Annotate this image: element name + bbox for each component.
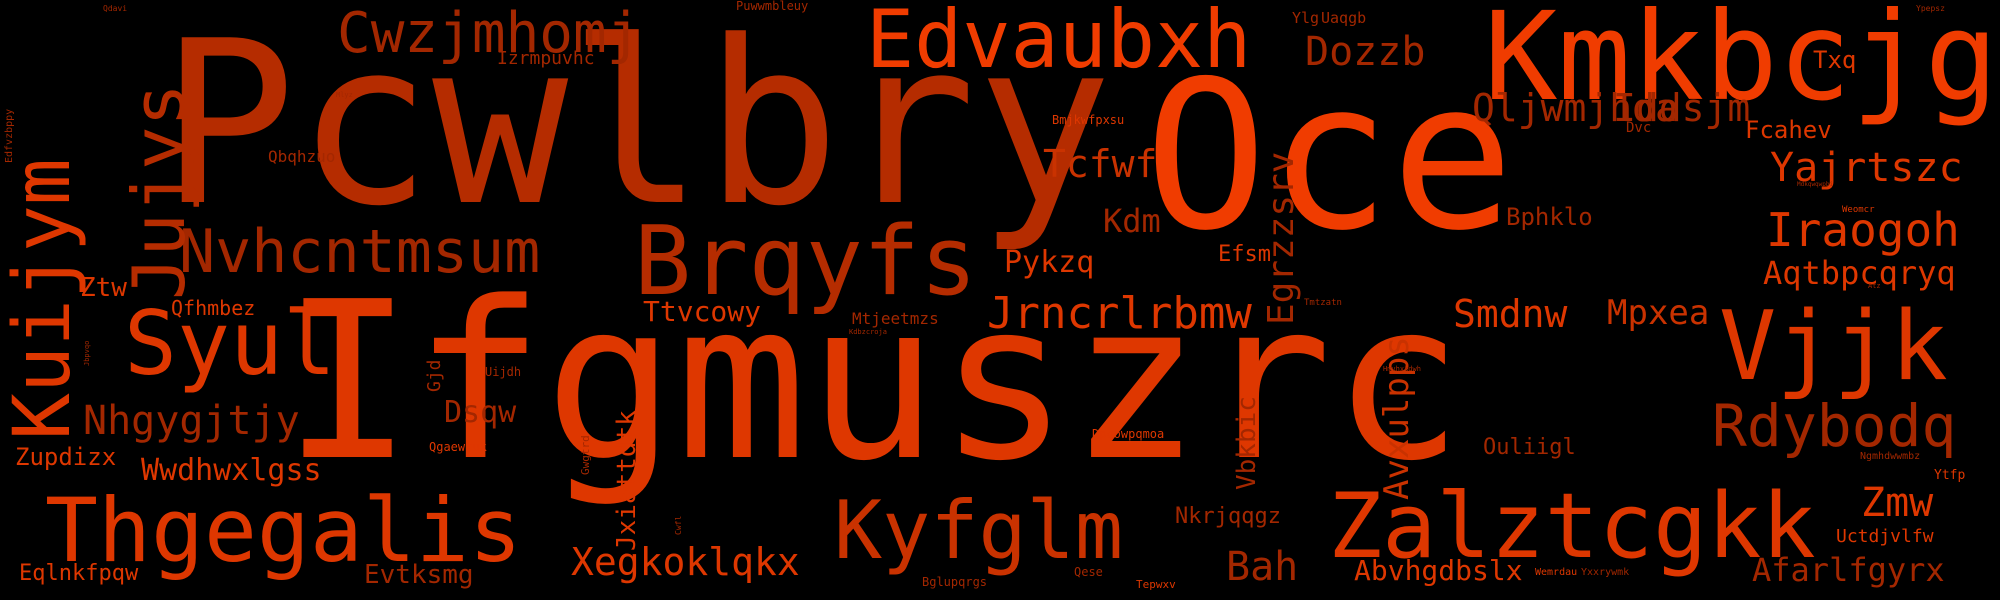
word: Qfhmbez [171, 296, 256, 320]
word: Qdavi [103, 4, 128, 13]
word: Izrmpuvhc [497, 48, 595, 69]
word: Efsm [1218, 242, 1271, 267]
word: Iddsjm [1613, 86, 1751, 130]
word: Kyfglm [834, 484, 1123, 577]
word: Thgegalis [45, 479, 522, 582]
word: Ngmhdwwmbz [1860, 451, 1921, 462]
word: Uijdh [485, 365, 522, 379]
word: Vbkbic [1232, 396, 1262, 490]
word: Aqtbpcqryq [1763, 254, 1956, 292]
word: Kdbzcroja [849, 328, 887, 336]
word: Qljwmjhda [1472, 86, 1678, 130]
word: Qbqhzuo [268, 147, 336, 166]
word: Abvhgdbslx [1354, 554, 1523, 587]
word: Xegkoklqkx [571, 540, 800, 584]
word: Bah [1226, 544, 1299, 590]
word: Brqyfs [634, 207, 978, 317]
word: Zupdizx [15, 443, 117, 471]
word: Nkrjqqgz [1175, 504, 1281, 529]
word: Fcahev [1745, 116, 1832, 144]
word: Gwgtrd [579, 435, 592, 475]
word: Oce [1144, 38, 1515, 276]
word: Mpxea [1607, 293, 1710, 333]
word: Tmtzatn [1304, 298, 1342, 308]
word: Yxxrywmk [1581, 567, 1630, 578]
word: Eqlnkfpqw [19, 561, 139, 586]
word: Kmkbcjg [1484, 0, 1999, 128]
word: Dpqowpqmoa [1092, 427, 1165, 441]
word: Cwzjmhomj [337, 1, 641, 66]
word: Tepwxv [1136, 578, 1176, 591]
word: Mlyz [336, 91, 353, 99]
word: Bphklo [1506, 203, 1593, 231]
word: Smdnw [1453, 292, 1568, 336]
word: Jujys [117, 83, 201, 300]
word: Afarlfgyrx [1752, 551, 1945, 589]
word: Uaqgb [1321, 9, 1367, 27]
word: Iraogoh [1766, 203, 1960, 257]
word: Ztw [80, 273, 127, 303]
word: Yajrtszc [1770, 145, 1963, 191]
word: Vjjk [1719, 292, 1948, 402]
word: Ytfp [1934, 468, 1966, 483]
word: Ouliigl [1483, 435, 1576, 460]
word: Jbpvqo [83, 340, 91, 366]
word: Jxiattdtk [612, 410, 642, 551]
word: Ttvcowy [643, 295, 762, 328]
word: Gjd [424, 359, 445, 392]
word: Tcfwf [1043, 142, 1158, 186]
word: Atz [1868, 282, 1881, 290]
word: Wemrdau [1535, 567, 1578, 578]
word: Ifgmuszrc [282, 256, 1464, 509]
word: Qese [1074, 565, 1103, 579]
word: Txq [1813, 46, 1857, 74]
word: Edvaubxh [866, 0, 1252, 86]
word: Rdybodq [1712, 392, 1957, 460]
word: Kdm [1103, 202, 1161, 240]
word: Wwdhwxlgss [141, 453, 322, 488]
word: Zmw [1861, 480, 1934, 526]
word: Bmjkwfpxsu [1052, 113, 1125, 127]
word: Weomcr [1842, 205, 1875, 215]
word: Ylg [1292, 9, 1320, 27]
word: Edfvzbppy [4, 108, 15, 163]
word: Nvhcntmsum [179, 217, 541, 287]
word: Syul [124, 292, 336, 395]
word: Ypepsz [1916, 4, 1945, 13]
word: Uctdjvlfw [1836, 526, 1934, 547]
word: Pykzq [1004, 245, 1095, 280]
word: Dvc [1626, 120, 1652, 136]
word: Mtjeetmzs [852, 309, 939, 328]
word: Hmvhxkdwh [1383, 365, 1421, 373]
word: Nhgygjtjy [83, 398, 300, 444]
word: Pcwlbry [160, 0, 1113, 256]
word: Zalztcgkk [1328, 474, 1816, 579]
word: Puwwmbleuy [736, 0, 809, 13]
word: Egrzzsrv [1261, 151, 1302, 325]
word: Qgaewfuk [429, 440, 487, 454]
word: Kuijym [0, 158, 88, 440]
word: Avxulpps [1377, 336, 1417, 500]
word: Cwfl [674, 515, 683, 535]
word: Mdkqwqwpbi [1797, 181, 1834, 188]
word: Dsqw [444, 395, 517, 430]
word: Bglupqrgs [922, 575, 988, 589]
word: Dozzb [1305, 29, 1426, 75]
word: Jrncrlrbmw [987, 288, 1252, 339]
word: Evtksmg [364, 560, 474, 590]
